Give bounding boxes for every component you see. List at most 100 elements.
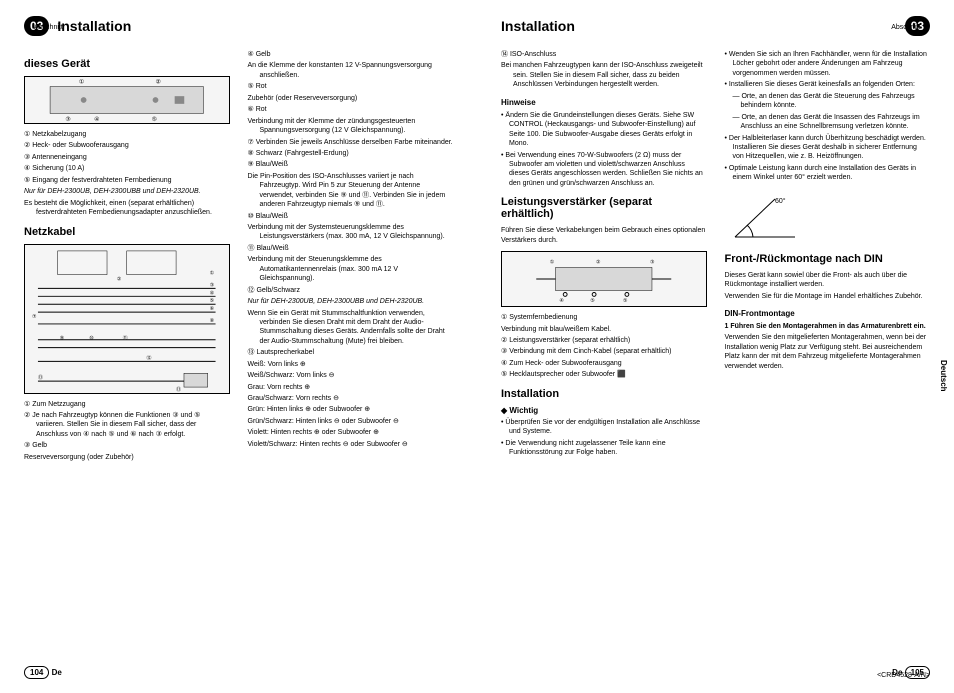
svg-text:⑦: ⑦ [32, 314, 37, 320]
notes-list: • Ändern Sie die Grundeinstellungen dies… [501, 111, 707, 189]
list-item: — Orte, an denen das Gerät die Insassen … [725, 113, 931, 132]
list-item: ③ Verbindung mit dem Cinch-Kabel (separa… [501, 347, 707, 356]
power-cable-diagram: ③ ④ ⑤ ⑥ ⑧ ⑦ ⑨⑩⑪ ⑫ ⑬⑬ ① [24, 244, 230, 394]
list-item: Verbindung mit der Steuerungsklemme des … [248, 255, 454, 283]
amp-intro: Führen Sie diese Verkabelungen beim Gebr… [501, 226, 707, 245]
din-step: 1 Führen Sie den Montagerahmen in das Ar… [725, 322, 931, 331]
svg-text:⑨: ⑨ [60, 335, 65, 341]
svg-text:⑤: ⑤ [210, 298, 215, 304]
list-item: Grün/Schwarz: Hinten links ⊖ oder Subwoo… [248, 417, 454, 426]
important-list: • Überprüfen Sie vor der endgültigen Ins… [501, 418, 707, 458]
list-item: ② Heck- oder Subwooferausgang [24, 141, 230, 150]
list-item: • Der Halbleiterlaser kann durch Überhit… [725, 134, 931, 162]
list-item: ⑩ Blau/Weiß [248, 212, 454, 221]
install-bullets: • Wenden Sie sich an Ihren Fachhändler, … [725, 50, 931, 90]
page-header-right: Installation 03 [501, 16, 930, 36]
svg-text:⑬: ⑬ [176, 386, 181, 393]
list-item: Reserveversorgung (oder Zubehör) [24, 453, 230, 462]
heading-device: dieses Gerät [24, 58, 230, 70]
list-item: Weiß/Schwarz: Vorn links ⊖ [248, 371, 454, 380]
list-item: Verbindung mit der Systemsteuerungsklemm… [248, 223, 454, 242]
heading-notes: Hinweise [501, 98, 707, 107]
list-item: Die Pin-Position des ISO-Anschlusses var… [248, 172, 454, 210]
list-item: ④ Gelb [248, 50, 454, 59]
svg-text:⑤: ⑤ [590, 298, 595, 304]
list-item: ⑤ Eingang der festverdrahteten Fernbedie… [24, 176, 230, 185]
right-page: Abschnitt Installation 03 ⑭ ISO-Anschlus… [477, 0, 954, 693]
heading-install: Installation [501, 388, 707, 400]
list-item: • Ändern Sie die Grundeinstellungen dies… [501, 111, 707, 149]
list-item: Violett: Hinten rechts ⊕ oder Subwoofer … [248, 428, 454, 437]
list-item: ⑧ Schwarz (Fahrgestell-Erdung) [248, 149, 454, 158]
svg-text:②: ② [117, 276, 122, 282]
section-label: Abschnitt [34, 24, 63, 31]
list-item: Grün: Hinten links ⊕ oder Subwoofer ⊕ [248, 405, 454, 414]
list-item: Verbindung mit der Klemme der zündungsge… [248, 117, 454, 136]
list-item: Verbindung mit blau/weißem Kabel. [501, 325, 707, 334]
list-item: ① Zum Netzzugang [24, 400, 230, 409]
heading-power: Netzkabel [24, 226, 230, 238]
left-page: Abschnitt 03 Installation dieses Gerät ①… [0, 0, 477, 693]
list-item: • Optimale Leistung kann durch eine Inst… [725, 164, 931, 183]
svg-text:①: ① [79, 79, 84, 86]
list-item: ⑨ Blau/Weiß [248, 160, 454, 169]
svg-text:②: ② [156, 79, 161, 86]
header-title: Installation [501, 18, 897, 34]
list-item: ③ Gelb [24, 441, 230, 450]
svg-text:②: ② [596, 260, 601, 266]
language-tab: Deutsch [939, 360, 948, 392]
svg-text:④: ④ [94, 116, 99, 123]
svg-text:③: ③ [210, 282, 215, 288]
list-item: Violett/Schwarz: Hinten rechts ⊖ oder Su… [248, 440, 454, 449]
svg-text:④: ④ [210, 290, 215, 296]
din-text: Verwenden Sie den mitgelieferten Montage… [725, 333, 931, 371]
svg-text:④: ④ [559, 298, 564, 304]
list-item: — Orte, an denen das Gerät die Steuerung… [725, 92, 931, 111]
list-item: Zubehör (oder Reserveversorgung) [248, 94, 454, 103]
list-item: • Überprüfen Sie vor der endgültigen Ins… [501, 418, 707, 437]
left-col2: ④ Gelb An die Klemme der konstanten 12 V… [248, 50, 454, 464]
doc-code: <CRD4528-A/N> [877, 672, 930, 679]
list-item: • Wenden Sie sich an Ihren Fachhändler, … [725, 50, 931, 78]
list-item: Wenn Sie ein Gerät mit Stummschaltfunkti… [248, 309, 454, 347]
list-item: ⑭ ISO-Anschluss [501, 50, 707, 59]
list-item: ⑪ Blau/Weiß [248, 244, 454, 253]
svg-text:⑫: ⑫ [146, 354, 151, 361]
svg-text:①: ① [210, 270, 215, 276]
heading-din-front: DIN-Frontmontage [725, 309, 931, 318]
list-item: • Die Verwendung nicht zugelassener Teil… [501, 439, 707, 458]
heading-amp: Leistungsverstärker (separat erhältlich) [501, 196, 707, 220]
svg-text:⑥: ⑥ [210, 306, 215, 312]
list-item: ⑥ Rot [248, 105, 454, 114]
svg-text:⑩: ⑩ [89, 335, 94, 341]
list-note-italic: Nur für DEH-2300UB, DEH-2300UBB und DEH-… [248, 297, 454, 306]
list-item: Bei manchen Fahrzeugtypen kann der ISO-A… [501, 61, 707, 89]
list-item: ① Netzkabelzugang [24, 130, 230, 139]
svg-text:⑤: ⑤ [623, 298, 628, 304]
page-lang: De [52, 668, 62, 677]
list-item: ② Je nach Fahrzeugtyp können die Funktio… [24, 411, 230, 439]
angle-diagram: 60° [725, 189, 805, 245]
list-item: ② Leistungsverstärker (separat erhältlic… [501, 336, 707, 345]
din-intro: Dieses Gerät kann sowiel über die Front-… [725, 271, 931, 290]
list-item: ⑤ Hecklautsprecher oder Subwoofer ⬛ [501, 370, 707, 379]
svg-text:⑧: ⑧ [210, 317, 215, 323]
svg-text:③: ③ [65, 116, 70, 123]
list-item: ⑬ Lautsprecherkabel [248, 348, 454, 357]
amp-diagram: ①②③ ④⑤⑤ [501, 251, 707, 307]
list-item: ⑫ Gelb/Schwarz [248, 286, 454, 295]
list-item: Weiß: Vorn links ⊕ [248, 360, 454, 369]
page-number-left: 104 De [24, 666, 62, 679]
right-col1: ⑭ ISO-Anschluss Bei manchen Fahrzeugtype… [501, 50, 707, 460]
list-item: Grau: Vorn rechts ⊕ [248, 383, 454, 392]
power-item-list-cont: ④ Gelb An die Klemme der konstanten 12 V… [248, 50, 454, 449]
heading-din: Front-/Rückmontage nach DIN [725, 253, 931, 265]
install-sub-bullets: — Orte, an denen das Gerät die Steuerung… [725, 92, 931, 132]
svg-text:③: ③ [650, 260, 655, 266]
device-item-list: ① Netzkabelzugang ② Heck- oder Subwoofer… [24, 130, 230, 218]
list-item: Grau/Schwarz: Vorn rechts ⊖ [248, 394, 454, 403]
device-diagram: ①②③④⑤ [24, 76, 230, 124]
important-label: ◆ Wichtig [501, 406, 707, 415]
iso-item-list: ⑭ ISO-Anschluss Bei manchen Fahrzeugtype… [501, 50, 707, 90]
list-note: Es besteht die Möglichkeit, einen (separ… [24, 199, 230, 218]
